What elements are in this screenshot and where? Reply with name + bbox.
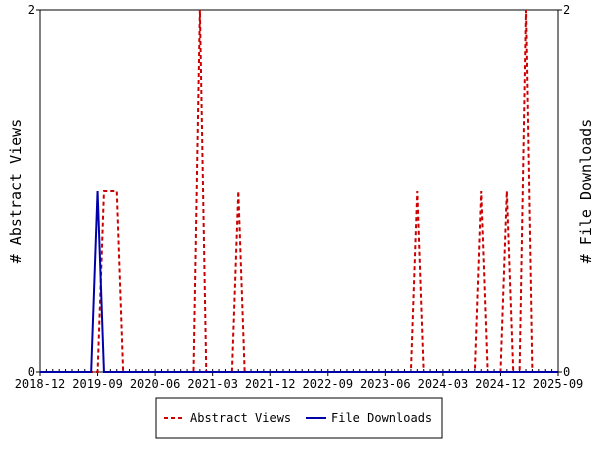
- tick-labels: 2018-12 2019-09 2020-06 2021-03 2021-12 2022-…: [15, 3, 584, 391]
- y-left-tick-label: 2: [28, 3, 35, 17]
- y-right-axis-label: # File Downloads: [577, 119, 595, 264]
- y-left-tick-label: 0: [28, 365, 35, 379]
- y-right-tick-label: 2: [563, 3, 570, 17]
- y-left-axis-label: # Abstract Views: [7, 119, 25, 264]
- x-tick-label: 2021-12: [245, 377, 296, 391]
- axis-ticks: [36, 9, 562, 376]
- x-tick-label: 2023-06: [360, 377, 411, 391]
- x-tick-label: 2024-12: [475, 377, 526, 391]
- x-tick-label: 2025-09: [533, 377, 584, 391]
- legend-label-file-downloads: File Downloads: [331, 411, 432, 425]
- x-tick-label: 2021-03: [187, 377, 238, 391]
- series-line-abstract-views: [40, 9, 558, 373]
- legend-label-abstract-views: Abstract Views: [190, 411, 291, 425]
- x-tick-label: 2019-09: [72, 377, 123, 391]
- legend: Abstract Views File Downloads: [155, 397, 443, 439]
- x-tick-label: 2020-06: [130, 377, 181, 391]
- x-tick-label: 2022-09: [302, 377, 353, 391]
- x-tick-label: 2024-03: [418, 377, 469, 391]
- y-right-tick-label: 0: [563, 365, 570, 379]
- x-tick-label: 2018-12: [15, 377, 66, 391]
- legend-box: [155, 397, 443, 439]
- series-layer: [39, 9, 559, 373]
